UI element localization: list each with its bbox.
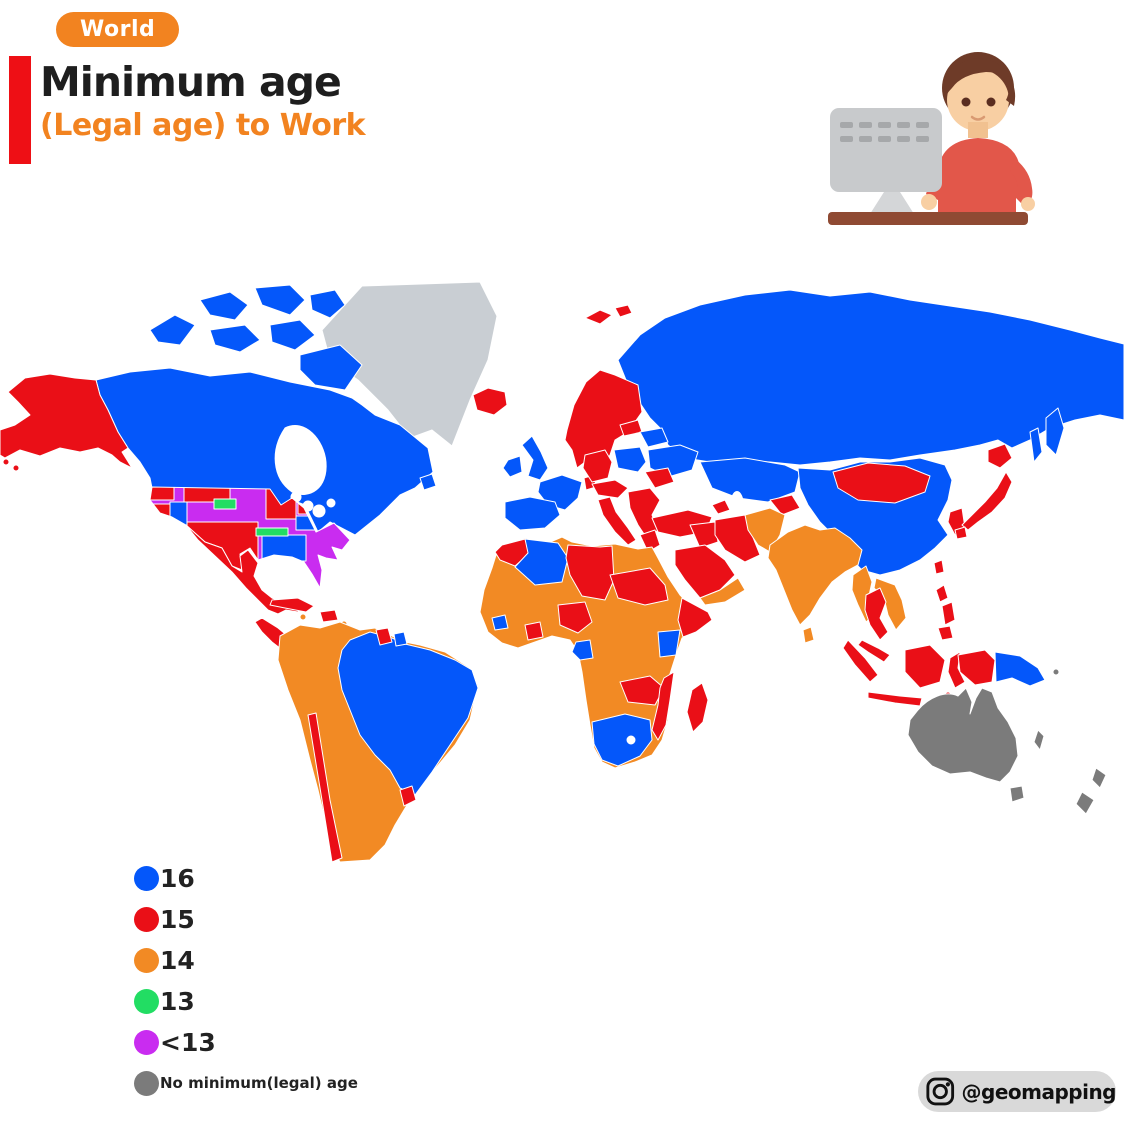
legend: 16 15 14 13 <13 No minimum(legal) age xyxy=(134,866,358,1112)
legend-label: 16 xyxy=(160,864,195,893)
legend-item-none: No minimum(legal) age xyxy=(134,1071,358,1096)
legend-dot-15 xyxy=(134,907,159,932)
legend-dot-14 xyxy=(134,948,159,973)
instagram-handle: @geomapping xyxy=(961,1079,1117,1104)
page-title: Minimum age xyxy=(40,58,342,106)
legend-label: 14 xyxy=(160,946,195,975)
boy-at-computer-illustration xyxy=(828,52,1035,225)
legend-dot-none xyxy=(134,1071,159,1096)
instagram-credit-pill: @geomapping xyxy=(918,1071,1116,1112)
legend-dot-lt13 xyxy=(134,1030,159,1055)
legend-label: No minimum(legal) age xyxy=(160,1074,358,1092)
page-subtitle: (Legal age) to Work xyxy=(40,108,366,143)
red-accent-bar xyxy=(9,56,31,164)
legend-dot-16 xyxy=(134,866,159,891)
instagram-icon xyxy=(926,1077,955,1106)
legend-item-14: 14 xyxy=(134,948,358,973)
legend-label: <13 xyxy=(160,1028,216,1057)
legend-label: 15 xyxy=(160,905,195,934)
legend-item-13: 13 xyxy=(134,989,358,1014)
legend-label: 13 xyxy=(160,987,195,1016)
legend-dot-13 xyxy=(134,989,159,1014)
world-badge: World xyxy=(56,12,180,47)
legend-item-16: 16 xyxy=(134,866,358,891)
legend-item-lt13: <13 xyxy=(134,1030,358,1055)
legend-item-15: 15 xyxy=(134,907,358,932)
